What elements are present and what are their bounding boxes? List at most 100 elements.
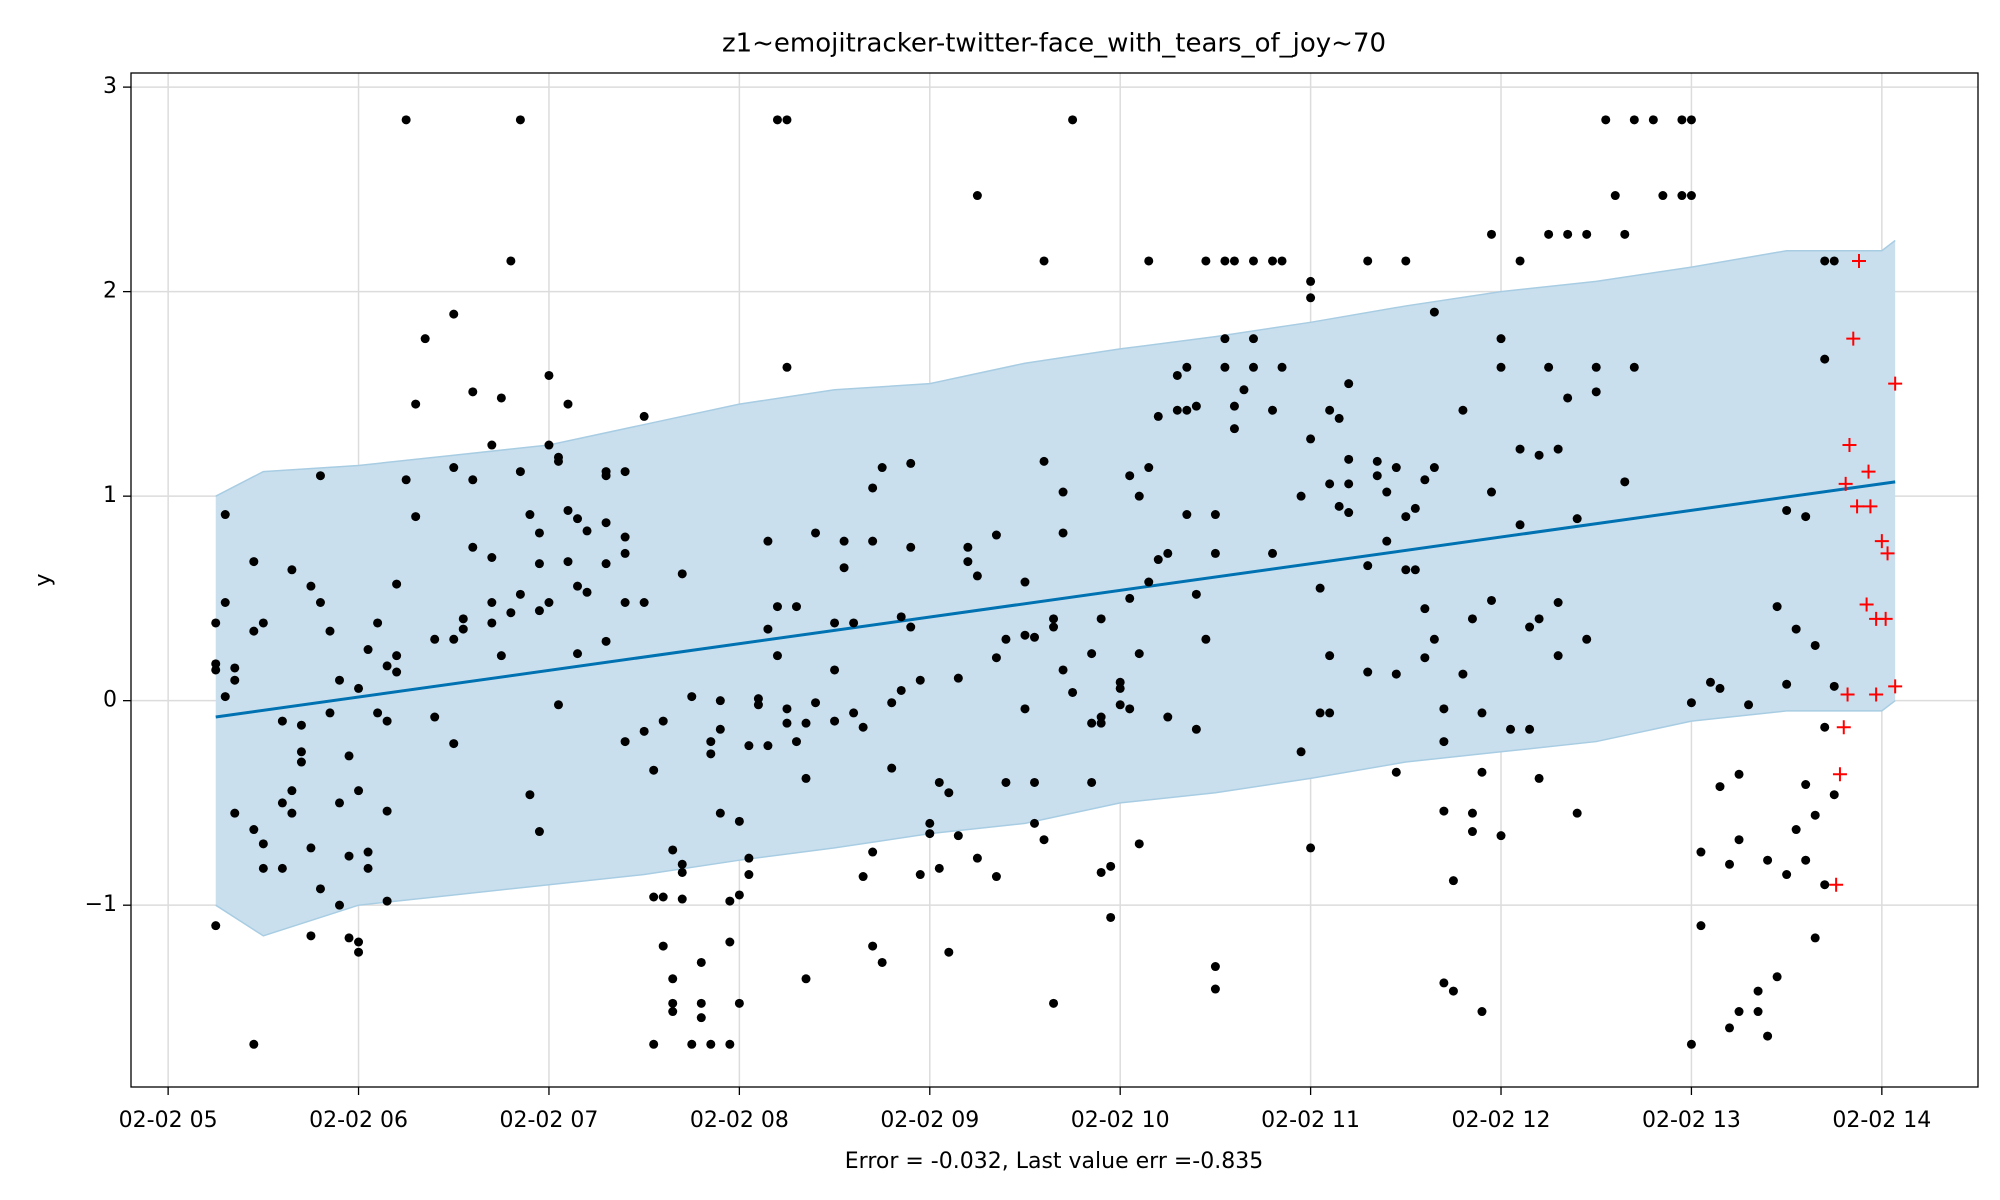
observed-point: [1582, 634, 1592, 644]
observed-point: [1810, 640, 1820, 650]
observed-point: [1753, 986, 1763, 996]
observed-point: [1163, 712, 1173, 722]
observed-point: [449, 309, 459, 319]
observed-point: [230, 675, 240, 685]
observed-point: [1810, 933, 1820, 943]
observed-point: [449, 634, 459, 644]
observed-point: [487, 440, 497, 450]
observed-point: [1686, 1039, 1696, 1049]
observed-point: [1572, 514, 1582, 524]
observed-point: [1201, 256, 1211, 266]
observed-point: [363, 645, 373, 655]
observed-point: [601, 471, 611, 481]
observed-point: [1801, 855, 1811, 865]
observed-point: [563, 557, 573, 567]
observed-point: [1696, 921, 1706, 931]
observed-point: [534, 559, 544, 569]
observed-point: [877, 957, 887, 967]
observed-point: [563, 399, 573, 409]
observed-point: [1325, 651, 1335, 661]
observed-point: [1296, 491, 1306, 501]
observed-point: [401, 115, 411, 125]
observed-point: [687, 1039, 697, 1049]
observed-point: [277, 863, 287, 873]
observed-point: [744, 853, 754, 863]
observed-point: [430, 712, 440, 722]
observed-point: [411, 512, 421, 522]
observed-point: [1448, 986, 1458, 996]
observed-point: [715, 724, 725, 734]
observed-point: [1068, 115, 1078, 125]
observed-point: [1020, 704, 1030, 714]
observed-point: [1486, 595, 1496, 605]
test-point: [1863, 499, 1878, 514]
observed-point: [573, 581, 583, 591]
observed-point: [306, 931, 316, 941]
observed-point: [991, 653, 1001, 663]
observed-point: [335, 675, 345, 685]
observed-point: [620, 548, 630, 558]
observed-point: [335, 798, 345, 808]
band-upper-edge: [215, 239, 1896, 497]
observed-point: [811, 528, 821, 538]
observed-point: [211, 921, 221, 931]
observed-point: [1239, 385, 1249, 395]
observed-point: [1486, 487, 1496, 497]
y-tick-label: −1: [85, 892, 117, 917]
observed-point: [344, 751, 354, 761]
observed-point: [972, 853, 982, 863]
observed-point: [1049, 622, 1059, 632]
observed-point: [1525, 622, 1535, 632]
observed-point: [1325, 708, 1335, 718]
observed-point: [458, 624, 468, 634]
observed-point: [401, 475, 411, 485]
observed-point: [1296, 747, 1306, 757]
observed-point: [1163, 548, 1173, 558]
observed-point: [1715, 782, 1725, 792]
observed-point: [925, 818, 935, 828]
test-point: [1874, 534, 1889, 549]
observed-point: [1439, 806, 1449, 816]
observed-point: [373, 618, 383, 628]
observed-point: [1782, 505, 1792, 515]
y-axis-label: y: [31, 573, 56, 586]
observed-point: [830, 665, 840, 675]
observed-point: [220, 692, 230, 702]
observed-point: [1363, 561, 1373, 571]
observed-point: [277, 716, 287, 726]
observed-point: [801, 974, 811, 984]
observed-point: [1306, 276, 1316, 286]
observed-point: [496, 651, 506, 661]
observed-point: [1629, 115, 1639, 125]
observed-point: [1515, 520, 1525, 530]
observed-point: [620, 467, 630, 477]
observed-point: [830, 618, 840, 628]
observed-point: [763, 624, 773, 634]
observed-point: [1820, 880, 1830, 890]
observed-point: [287, 786, 297, 796]
observed-point: [411, 399, 421, 409]
observed-point: [1325, 405, 1335, 415]
observed-point: [306, 843, 316, 853]
observed-point: [991, 872, 1001, 882]
observed-point: [620, 532, 630, 542]
observed-point: [782, 115, 792, 125]
x-tick-label: 02-02 12: [1452, 1108, 1551, 1133]
observed-point: [753, 694, 763, 704]
observed-point: [1553, 444, 1563, 454]
test-point: [1840, 687, 1855, 702]
observed-point: [1315, 583, 1325, 593]
observed-point: [563, 505, 573, 515]
observed-point: [1553, 597, 1563, 607]
observed-point: [953, 831, 963, 841]
observed-point: [925, 829, 935, 839]
observed-point: [1506, 724, 1516, 734]
observed-point: [1496, 334, 1506, 344]
observed-point: [249, 557, 259, 567]
observed-point: [868, 536, 878, 546]
observed-point: [573, 514, 583, 524]
observed-point: [668, 1007, 678, 1017]
observed-point: [1477, 708, 1487, 718]
observed-point: [1782, 870, 1792, 880]
